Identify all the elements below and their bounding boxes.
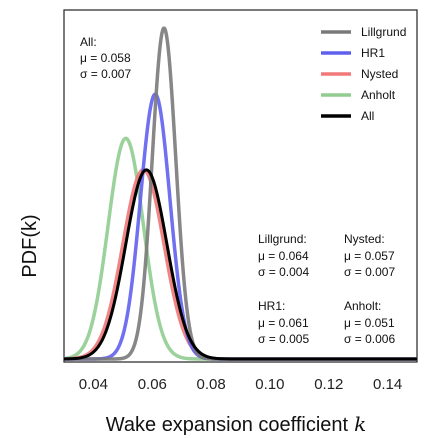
annotation-all-mu: μ = 0.058 <box>80 51 131 65</box>
x-tick-label: 0.04 <box>79 376 108 393</box>
plot-frame <box>63 9 418 363</box>
annotation-anholt: Anholt: μ = 0.051 σ = 0.006 <box>344 299 395 346</box>
legend-label-lillgrund: Lillgrund <box>361 25 406 39</box>
series-line-all <box>63 168 418 361</box>
x-tick-label: 0.08 <box>196 376 225 393</box>
annotation-all: All: μ = 0.058 σ = 0.007 <box>80 35 131 81</box>
legend-label-hr1: HR1 <box>361 46 385 60</box>
annotation-nysted-title: Nysted: <box>344 232 385 246</box>
annotation-anholt-title: Anholt: <box>344 299 381 313</box>
annotation-nysted-mu: μ = 0.057 <box>344 249 395 263</box>
annotation-hr1-title: HR1: <box>258 299 285 313</box>
annotation-lillgrund-title: Lillgrund: <box>258 232 307 246</box>
curves-group <box>63 26 418 361</box>
annotation-all-sigma: σ = 0.007 <box>80 67 131 81</box>
annotation-all-title: All: <box>80 35 97 49</box>
x-axis-label: Wake expansion coefficient k <box>106 412 367 436</box>
x-tick-label: 0.14 <box>373 376 402 393</box>
y-axis-label: PDF(k) <box>19 214 41 277</box>
annotation-lillgrund: Lillgrund: μ = 0.064 σ = 0.004 <box>258 232 309 279</box>
annotation-anholt-sigma: σ = 0.006 <box>344 332 395 346</box>
annotation-hr1: HR1: μ = 0.061 σ = 0.005 <box>258 299 309 346</box>
annotation-hr1-mu: μ = 0.061 <box>258 316 309 330</box>
annotation-anholt-mu: μ = 0.051 <box>344 316 395 330</box>
x-tick-label: 0.06 <box>138 376 167 393</box>
x-tick-label: 0.10 <box>255 376 284 393</box>
annotation-lillgrund-sigma: σ = 0.004 <box>258 265 309 279</box>
annotation-lillgrund-mu: μ = 0.064 <box>258 249 309 263</box>
x-tick-label: 0.12 <box>314 376 343 393</box>
legend-label-nysted: Nysted <box>361 67 398 81</box>
annotation-nysted-sigma: σ = 0.007 <box>344 265 395 279</box>
annotation-hr1-sigma: σ = 0.005 <box>258 332 309 346</box>
x-tick-labels: 0.04 0.06 0.08 0.10 0.12 0.14 <box>79 376 402 393</box>
legend: Lillgrund HR1 Nysted Anholt All <box>321 25 406 123</box>
legend-label-anholt: Anholt <box>361 88 396 102</box>
annotation-nysted: Nysted: μ = 0.057 σ = 0.007 <box>344 232 395 279</box>
legend-label-all: All <box>361 109 374 123</box>
